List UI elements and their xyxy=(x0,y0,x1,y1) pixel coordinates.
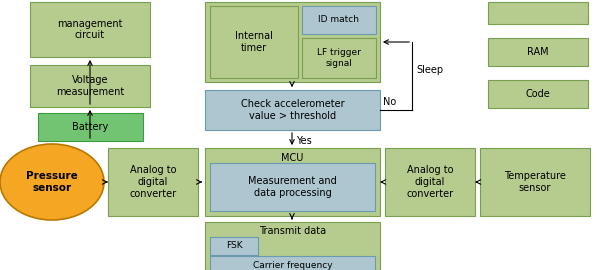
Text: MCU: MCU xyxy=(281,153,304,163)
FancyBboxPatch shape xyxy=(210,6,298,78)
FancyBboxPatch shape xyxy=(302,6,376,34)
FancyBboxPatch shape xyxy=(30,65,150,107)
FancyBboxPatch shape xyxy=(302,38,376,78)
Text: Voltage
measurement: Voltage measurement xyxy=(56,75,124,97)
Text: Temperature
sensor: Temperature sensor xyxy=(504,171,566,193)
FancyBboxPatch shape xyxy=(480,148,590,216)
Text: FSK: FSK xyxy=(226,241,242,251)
Text: Analog to
digital
converter: Analog to digital converter xyxy=(130,166,176,199)
Text: Battery: Battery xyxy=(73,122,109,132)
Text: Internal
timer: Internal timer xyxy=(235,31,273,53)
FancyBboxPatch shape xyxy=(38,113,143,141)
Text: Check accelerometer
value > threshold: Check accelerometer value > threshold xyxy=(241,99,344,121)
Text: LF trigger
signal: LF trigger signal xyxy=(317,48,361,68)
Text: Sleep: Sleep xyxy=(416,65,443,75)
Text: RAM: RAM xyxy=(527,47,549,57)
Text: management
circuit: management circuit xyxy=(57,19,123,40)
Ellipse shape xyxy=(0,144,104,220)
Text: Measurement and
data processing: Measurement and data processing xyxy=(248,176,337,198)
Text: Code: Code xyxy=(526,89,550,99)
FancyBboxPatch shape xyxy=(205,222,380,270)
FancyBboxPatch shape xyxy=(30,2,150,57)
Text: Analog to
digital
converter: Analog to digital converter xyxy=(406,166,454,199)
FancyBboxPatch shape xyxy=(488,80,588,108)
FancyBboxPatch shape xyxy=(488,38,588,66)
Text: ID match: ID match xyxy=(319,15,359,25)
Text: Transmit data: Transmit data xyxy=(259,226,326,236)
FancyBboxPatch shape xyxy=(488,2,588,24)
Text: No: No xyxy=(383,97,396,107)
FancyBboxPatch shape xyxy=(205,2,380,82)
FancyBboxPatch shape xyxy=(108,148,198,216)
FancyBboxPatch shape xyxy=(205,90,380,130)
FancyBboxPatch shape xyxy=(210,256,375,270)
Text: Yes: Yes xyxy=(296,136,312,146)
FancyBboxPatch shape xyxy=(205,148,380,216)
FancyBboxPatch shape xyxy=(385,148,475,216)
FancyBboxPatch shape xyxy=(210,163,375,211)
Text: Carrier frequency: Carrier frequency xyxy=(253,261,332,269)
FancyBboxPatch shape xyxy=(210,237,258,255)
Text: Pressure
sensor: Pressure sensor xyxy=(26,171,78,193)
